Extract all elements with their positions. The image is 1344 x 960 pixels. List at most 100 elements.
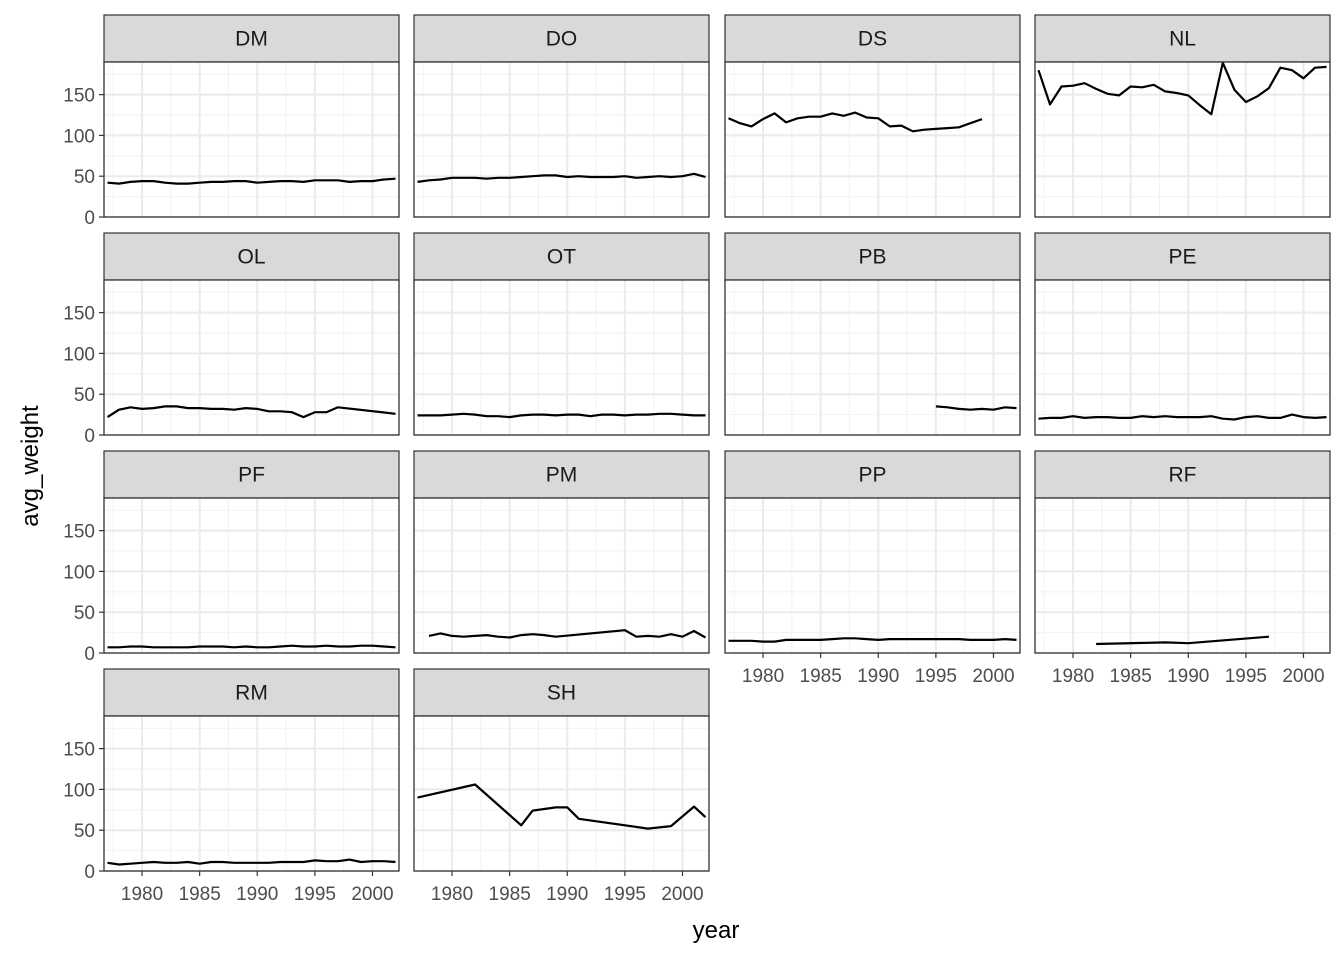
facet-panel-ds: DS — [724, 14, 1021, 218]
x-tick-label: 1995 — [604, 884, 646, 905]
y-tick-label: 150 — [63, 304, 95, 325]
series-line-ol — [106, 405, 396, 419]
facet-strip — [724, 450, 1021, 499]
x-tick-label: 1985 — [179, 884, 221, 905]
panel-grid — [104, 280, 399, 436]
y-tick-label: 0 — [84, 426, 95, 447]
facet-panel-nl: NL — [1034, 14, 1331, 218]
panel-grid — [104, 716, 399, 872]
x-tick-label: 1985 — [800, 666, 842, 687]
series-line-sh — [417, 783, 707, 830]
facet-panel-do: DO — [413, 14, 710, 218]
panel-grid — [104, 62, 399, 218]
facet-strip-label: DO — [546, 28, 578, 51]
panel-background — [725, 498, 1020, 653]
series-line-rf — [1096, 635, 1269, 646]
x-tick-label: 1980 — [121, 884, 163, 905]
panel-border — [413, 61, 710, 218]
facet-strip-label: PM — [546, 464, 578, 487]
facet-strip-label: PE — [1168, 246, 1196, 269]
facet-panel-ot: OT — [413, 232, 710, 436]
x-tick-label: 1990 — [1167, 666, 1209, 687]
facet-panel-ol: OL 0 50 100 150 — [63, 232, 400, 447]
y-tick-label: 50 — [74, 821, 95, 842]
x-tick-label: 1985 — [1110, 666, 1152, 687]
panel-border — [1034, 497, 1331, 654]
facet-panel-pf: PF 0 50 100 150 — [63, 450, 400, 665]
y-tick-label: 0 — [84, 208, 95, 229]
x-axis-title: year — [693, 917, 740, 944]
panel-background — [104, 498, 399, 653]
x-tick-label: 1990 — [546, 884, 588, 905]
panel-border — [724, 61, 1021, 218]
y-tick-label: 100 — [63, 126, 95, 147]
panel-background — [1035, 62, 1330, 217]
panel-background — [414, 62, 709, 217]
panel-border — [103, 279, 400, 436]
panel-border — [103, 715, 400, 872]
panel-background — [414, 280, 709, 435]
panel-border — [1034, 279, 1331, 436]
facet-strip-label: DS — [858, 28, 887, 51]
facet-strip — [1034, 450, 1331, 499]
facet-strip-label: RM — [235, 682, 268, 705]
x-tick-label: 1995 — [1225, 666, 1267, 687]
y-tick-label: 50 — [74, 385, 95, 406]
y-axis-title: avg_weight — [17, 405, 44, 527]
y-tick-label: 100 — [63, 344, 95, 365]
x-tick-label: 1980 — [742, 666, 784, 687]
facet-panel-pb: PB — [724, 232, 1021, 436]
series-line-pm — [428, 629, 707, 639]
facet-strip-label: NL — [1169, 28, 1196, 51]
facet-panel-pp: PP 1980 1985 1990 1995 2000 — [724, 450, 1021, 687]
x-tick-label: 1995 — [915, 666, 957, 687]
y-tick-label: 100 — [63, 562, 95, 583]
x-tick-label: 2000 — [661, 884, 703, 905]
y-tick-label: 0 — [84, 644, 95, 665]
panel-background — [725, 62, 1020, 217]
facet-strip — [103, 14, 400, 63]
y-tick-label: 50 — [74, 603, 95, 624]
facet-strip — [1034, 232, 1331, 281]
facet-panel-pm: PM — [413, 450, 710, 654]
x-tick-label: 2000 — [972, 666, 1014, 687]
y-tick-label: 50 — [74, 167, 95, 188]
x-tick-label: 1990 — [236, 884, 278, 905]
facet-panel-sh: SH 1980 1985 1990 1995 2000 — [413, 668, 710, 905]
facet-strip — [1034, 14, 1331, 63]
facet-panel-rf: RF 1980 1985 1990 1995 2000 — [1034, 450, 1331, 687]
facet-panel-rm: RM 0 50 100 150 1980 1985 1990 1995 2000 — [63, 668, 400, 905]
facet-strip — [413, 450, 710, 499]
panel-border — [413, 279, 710, 436]
panel-background — [1035, 280, 1330, 435]
x-tick-label: 1980 — [431, 884, 473, 905]
panel-background — [104, 280, 399, 435]
facet-strip-label: SH — [547, 682, 576, 705]
facet-panels: DM 0 50 100 150 DO DS NL OL 0 50 100 150 OT PB PE PF 0 50 1… — [63, 14, 1331, 905]
series-line-do — [417, 172, 706, 183]
series-line-pe — [1038, 413, 1327, 421]
panel-border — [1034, 61, 1331, 218]
facet-panel-dm: DM 0 50 100 150 — [63, 14, 400, 229]
y-tick-label: 150 — [63, 86, 95, 107]
panel-border — [103, 497, 400, 654]
x-tick-label: 1990 — [857, 666, 899, 687]
panel-border — [724, 497, 1021, 654]
panel-border — [413, 497, 710, 654]
facet-strip — [103, 232, 400, 281]
series-line-pp — [728, 637, 1017, 643]
facet-strip-label: OL — [237, 246, 265, 269]
y-tick-label: 100 — [63, 780, 95, 801]
panel-background — [1035, 498, 1330, 653]
facet-strip-label: OT — [547, 246, 576, 269]
facet-strip-label: RF — [1169, 464, 1197, 487]
x-tick-label: 2000 — [1282, 666, 1324, 687]
facet-strip-label: PF — [238, 464, 265, 487]
facet-strip — [724, 14, 1021, 63]
panel-background — [414, 498, 709, 653]
facet-strip — [103, 450, 400, 499]
series-line-nl — [1037, 61, 1327, 116]
y-tick-label: 150 — [63, 522, 95, 543]
x-tick-label: 1980 — [1052, 666, 1094, 687]
series-line-pb — [935, 405, 1017, 411]
